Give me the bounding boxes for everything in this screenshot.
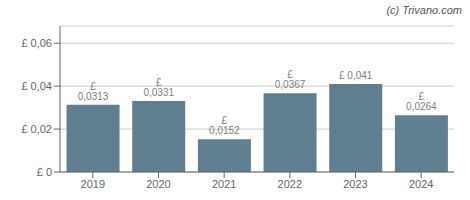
svg-text:£0,0152: £0,0152	[209, 115, 240, 136]
svg-text:£ 0,02: £ 0,02	[21, 123, 52, 135]
svg-text:£ 0,06: £ 0,06	[21, 37, 52, 49]
svg-text:2022: 2022	[278, 178, 302, 190]
svg-text:£ 0,041: £ 0,041	[339, 70, 373, 81]
svg-text:2024: 2024	[409, 178, 433, 190]
svg-text:£ 0: £ 0	[37, 166, 52, 178]
svg-text:2020: 2020	[146, 178, 170, 190]
svg-text:£0,0313: £0,0313	[78, 81, 109, 102]
svg-text:£ 0,04: £ 0,04	[21, 80, 52, 92]
html-text:(c) Trivano.com: (c) Trivano.com	[386, 4, 462, 16]
svg-text:£0,0331: £0,0331	[143, 77, 174, 98]
svg-text:2021: 2021	[212, 178, 236, 190]
svg-text:2019: 2019	[81, 178, 105, 190]
svg-text:£0,0264: £0,0264	[406, 91, 437, 112]
svg-text:2023: 2023	[343, 178, 367, 190]
svg-text:£0,0367: £0,0367	[275, 69, 306, 90]
